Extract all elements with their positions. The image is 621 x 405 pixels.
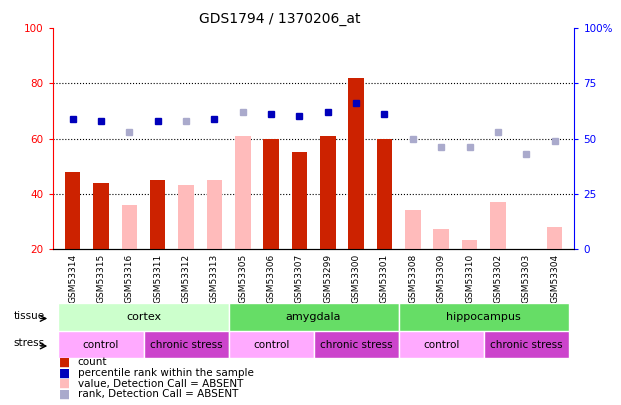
- Text: amygdala: amygdala: [286, 312, 342, 322]
- Text: value, Detection Call = ABSENT: value, Detection Call = ABSENT: [78, 379, 243, 388]
- Text: control: control: [83, 340, 119, 350]
- Text: chronic stress: chronic stress: [320, 340, 392, 350]
- Text: rank, Detection Call = ABSENT: rank, Detection Call = ABSENT: [78, 389, 238, 399]
- Bar: [143, 331, 229, 358]
- Bar: [433, 229, 449, 249]
- Text: ■: ■: [59, 388, 70, 401]
- Text: stress: stress: [14, 338, 45, 348]
- Bar: [178, 185, 194, 249]
- Bar: [235, 136, 250, 249]
- Text: chronic stress: chronic stress: [490, 340, 563, 350]
- Bar: [399, 303, 569, 331]
- Text: control: control: [253, 340, 289, 350]
- Text: ■: ■: [59, 377, 70, 390]
- Bar: [150, 180, 165, 249]
- Text: percentile rank within the sample: percentile rank within the sample: [78, 368, 253, 378]
- Bar: [263, 139, 279, 249]
- Bar: [348, 78, 364, 249]
- Bar: [484, 331, 569, 358]
- Bar: [65, 172, 81, 249]
- Bar: [93, 183, 109, 249]
- Bar: [58, 303, 229, 331]
- Bar: [405, 210, 420, 249]
- Text: cortex: cortex: [126, 312, 161, 322]
- Bar: [399, 331, 484, 358]
- Bar: [462, 241, 478, 249]
- Bar: [490, 202, 505, 249]
- Bar: [122, 205, 137, 249]
- Text: ■: ■: [59, 367, 70, 379]
- Text: GDS1794 / 1370206_at: GDS1794 / 1370206_at: [199, 12, 360, 26]
- Bar: [207, 180, 222, 249]
- Text: count: count: [78, 358, 107, 367]
- Bar: [314, 331, 399, 358]
- Text: tissue: tissue: [14, 311, 45, 321]
- Bar: [229, 331, 314, 358]
- Text: ■: ■: [59, 356, 70, 369]
- Text: chronic stress: chronic stress: [150, 340, 222, 350]
- Bar: [377, 139, 392, 249]
- Bar: [546, 227, 563, 249]
- Text: control: control: [423, 340, 460, 350]
- Bar: [320, 136, 335, 249]
- Bar: [229, 303, 399, 331]
- Bar: [292, 152, 307, 249]
- Bar: [58, 331, 143, 358]
- Text: hippocampus: hippocampus: [446, 312, 521, 322]
